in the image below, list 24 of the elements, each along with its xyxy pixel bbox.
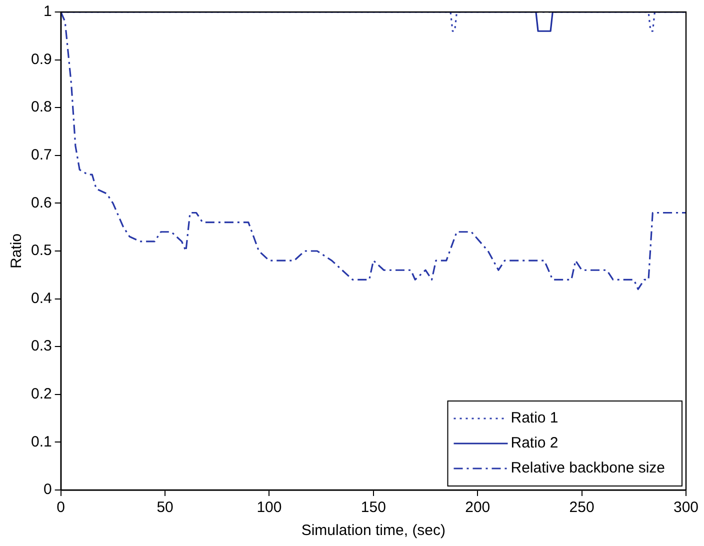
y-tick-label: 0.3: [30, 338, 52, 355]
x-tick-label: 250: [569, 499, 594, 516]
x-tick-label: 100: [256, 499, 282, 516]
legend-label: Ratio 1: [510, 410, 558, 427]
x-tick-label: 150: [360, 499, 386, 516]
x-tick-label: 0: [56, 499, 66, 516]
y-tick-label: 0.8: [30, 98, 52, 116]
x-tick-label: 200: [465, 499, 490, 516]
y-tick-label: 0.7: [30, 146, 52, 164]
y-tick-label: 0.1: [30, 433, 52, 450]
y-tick-label: 1: [44, 3, 52, 20]
line-series: [60, 12, 686, 290]
x-tick-label: 300: [673, 499, 699, 516]
y-tick-label: 0.6: [30, 194, 52, 212]
y-tick-label: 0.5: [30, 242, 52, 260]
legend-label: Relative backbone size: [510, 460, 666, 477]
x-axis-title: Simulation time, (sec): [301, 522, 446, 540]
y-axis-title: Ratio: [8, 233, 26, 269]
y-tick-label: 0.2: [30, 386, 52, 403]
x-tick-label: 50: [156, 499, 174, 516]
legend-label: Ratio 2: [510, 434, 558, 452]
y-tick-label: 0: [44, 481, 52, 498]
y-tick-label: 0.4: [30, 290, 52, 307]
y-tick-label: 0.9: [30, 50, 52, 68]
